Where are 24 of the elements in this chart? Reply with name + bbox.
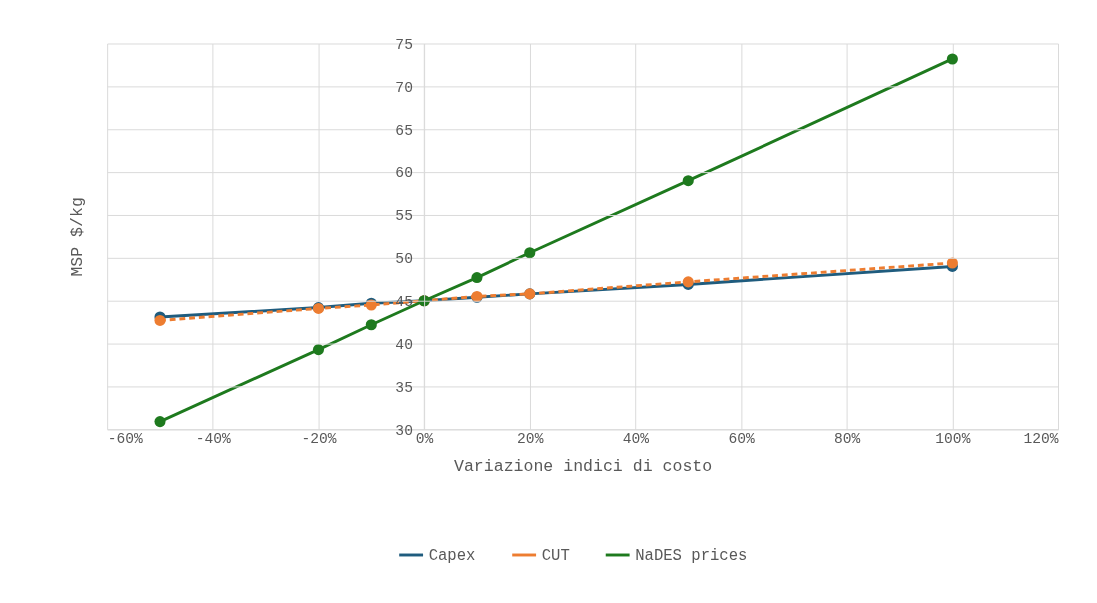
y-tick-label: 60 — [395, 165, 413, 182]
legend-label: Capex — [428, 546, 476, 565]
x-tick-label: 100% — [935, 431, 971, 448]
legend-label: NaDES prices — [635, 546, 748, 565]
y-tick-label: 35 — [395, 379, 413, 396]
x-tick-label: 20% — [517, 431, 544, 448]
x-tick-label: 0% — [415, 431, 434, 448]
x-tick-label: -40% — [195, 431, 232, 448]
y-tick-label: 50 — [395, 251, 413, 268]
x-tick-label: 80% — [834, 431, 861, 448]
x-tick-label: 60% — [728, 431, 755, 448]
y-tick-label: 55 — [395, 208, 413, 225]
legend-label: CUT — [541, 546, 570, 565]
y-tick-label: 65 — [395, 122, 413, 139]
x-tick-label: 120% — [1023, 431, 1059, 448]
y-tick-label: 75 — [395, 36, 413, 53]
y-tick-label: 40 — [395, 336, 413, 353]
y-tick-label: 70 — [395, 79, 413, 96]
y-axis-title: MSP $/kg — [68, 197, 88, 277]
x-tick-label: -20% — [301, 431, 337, 448]
x-tick-label: -60% — [107, 431, 143, 448]
x-tick-label: 40% — [622, 431, 650, 448]
x-axis-title: Variazione indici di costo — [453, 456, 713, 476]
y-tick-label: 30 — [395, 422, 413, 439]
